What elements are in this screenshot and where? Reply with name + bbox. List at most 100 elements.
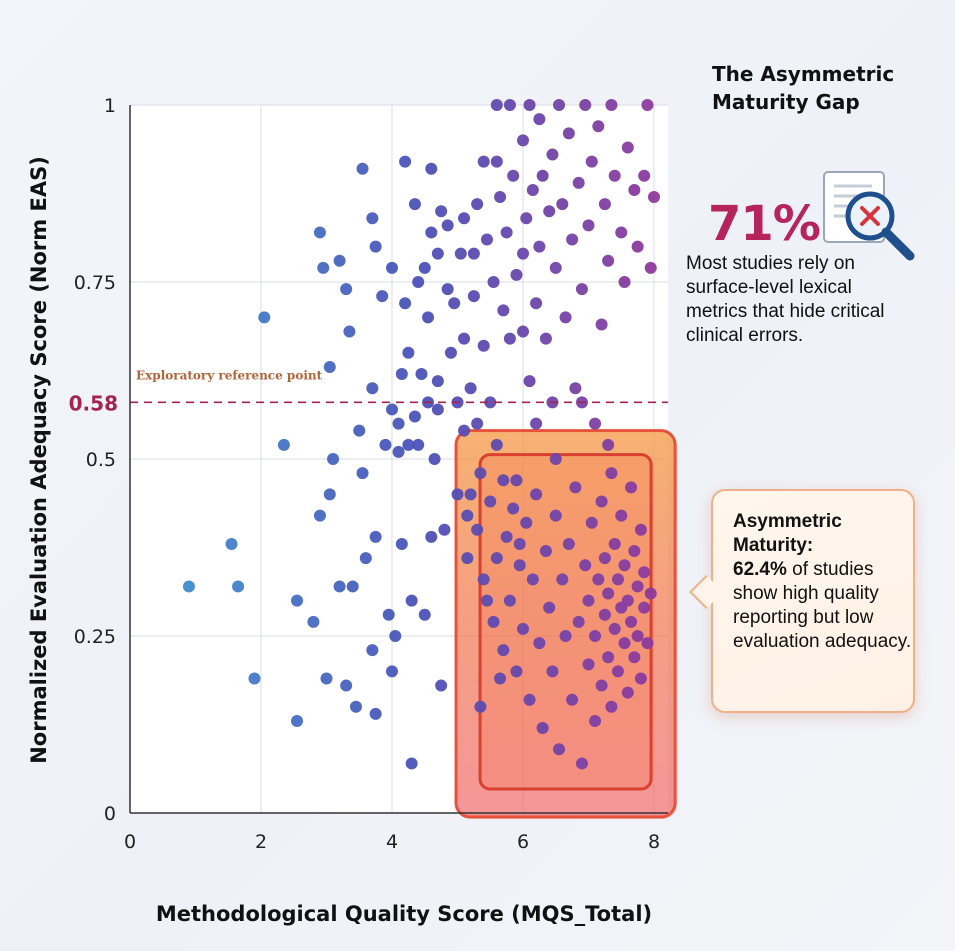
data-point	[490, 155, 503, 168]
data-point	[386, 403, 398, 416]
data-point	[520, 212, 533, 225]
data-point	[520, 516, 533, 529]
data-point	[556, 573, 569, 586]
data-point	[366, 212, 379, 225]
data-point	[530, 297, 543, 310]
data-point	[431, 247, 444, 260]
data-point	[464, 488, 477, 501]
data-point	[451, 488, 464, 501]
data-point	[471, 417, 484, 430]
side-title: The Asymmetric Maturity Gap	[712, 62, 895, 114]
data-point	[307, 615, 320, 628]
data-point	[477, 573, 490, 586]
data-point	[408, 198, 421, 211]
highlight-outer-box	[454, 429, 677, 819]
data-point	[405, 594, 418, 607]
data-point	[523, 693, 536, 706]
data-point	[549, 509, 562, 522]
data-point	[454, 247, 467, 260]
data-point	[422, 311, 435, 324]
data-point	[467, 247, 480, 260]
data-point	[343, 325, 356, 338]
data-point	[530, 417, 543, 430]
data-point	[598, 608, 611, 621]
data-point	[546, 148, 559, 161]
data-point	[628, 545, 641, 558]
data-point	[634, 672, 647, 685]
data-point	[366, 382, 379, 395]
data-point	[340, 679, 353, 692]
data-point	[435, 679, 448, 692]
data-point	[402, 346, 415, 359]
data-point	[490, 552, 503, 565]
x-axis-title: Methodological Quality Score (MQS_Total)	[156, 902, 652, 926]
data-point	[356, 467, 369, 480]
data-point	[458, 332, 471, 345]
data-point	[503, 594, 516, 607]
data-point	[598, 552, 611, 565]
data-point	[458, 212, 471, 225]
data-point	[412, 276, 425, 288]
x-tick-label: 2	[255, 831, 267, 853]
data-point	[415, 368, 428, 381]
reference-value: 0.58	[69, 391, 118, 415]
data-point	[471, 523, 484, 536]
data-point	[471, 198, 484, 211]
callout-description: of studies show high quality reporting b…	[733, 559, 912, 652]
data-point	[386, 665, 398, 678]
data-point	[562, 537, 575, 550]
data-point	[566, 233, 579, 246]
data-point	[399, 297, 412, 310]
data-point	[575, 283, 588, 296]
data-point	[621, 141, 634, 154]
data-point	[575, 757, 588, 770]
data-point	[602, 587, 615, 600]
data-point	[497, 304, 510, 317]
data-point	[313, 509, 326, 522]
data-point	[513, 559, 526, 572]
data-point	[182, 580, 195, 593]
data-point	[425, 226, 438, 239]
data-point	[517, 325, 529, 338]
data-point	[480, 233, 493, 246]
data-point	[503, 99, 516, 111]
data-point	[382, 608, 395, 621]
data-point	[395, 368, 408, 381]
data-point	[379, 438, 392, 451]
data-point	[412, 438, 425, 451]
data-point	[556, 198, 569, 211]
data-point	[602, 651, 615, 664]
data-point	[517, 134, 529, 147]
data-point	[526, 573, 539, 586]
data-point	[648, 191, 660, 204]
data-point	[589, 417, 602, 430]
data-point	[559, 630, 572, 642]
data-point	[346, 580, 359, 593]
data-point	[615, 509, 628, 522]
data-point	[467, 290, 480, 303]
data-point	[569, 382, 582, 395]
data-point	[625, 481, 638, 494]
data-point	[461, 552, 474, 565]
data-point	[644, 261, 657, 274]
data-point	[631, 630, 644, 642]
data-point	[428, 453, 441, 465]
data-point	[598, 198, 611, 211]
data-point	[507, 169, 520, 182]
data-point	[582, 658, 595, 671]
x-tick-label: 6	[517, 831, 529, 853]
data-point	[605, 99, 618, 111]
data-point	[510, 268, 523, 281]
data-point	[602, 438, 615, 451]
data-point	[441, 283, 454, 296]
data-point	[517, 247, 529, 260]
data-point	[291, 594, 304, 607]
data-point	[605, 467, 618, 480]
data-point	[323, 488, 336, 501]
data-point	[621, 686, 634, 699]
data-point	[634, 523, 647, 536]
data-point	[618, 276, 631, 288]
data-point	[323, 360, 336, 373]
callout-title: Asymmetric Maturity:	[733, 511, 842, 556]
data-point	[625, 615, 638, 628]
